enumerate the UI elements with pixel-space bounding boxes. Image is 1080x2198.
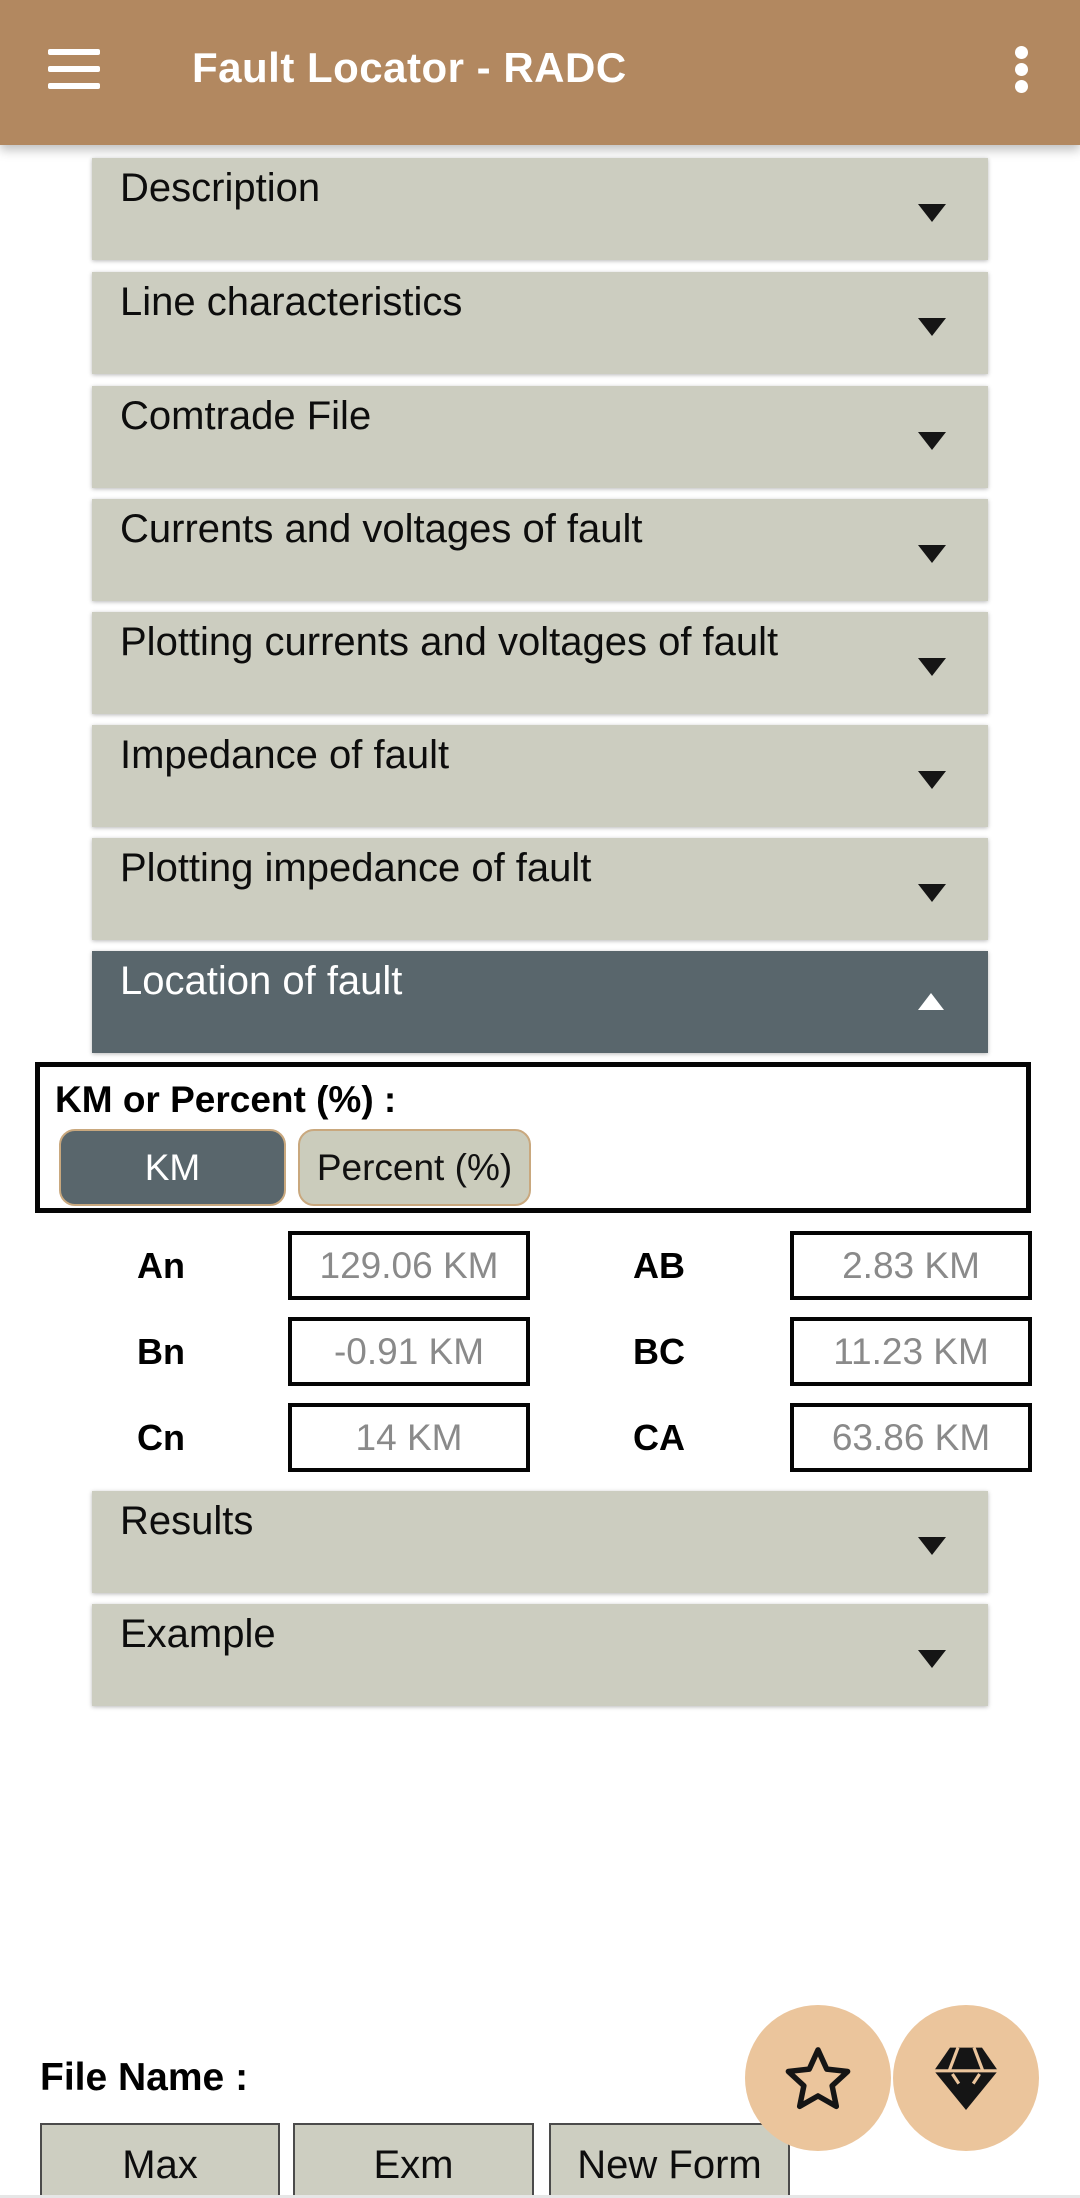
section-label: Plotting currents and voltages of fault	[120, 620, 779, 664]
bc-label: BC	[633, 1331, 685, 1372]
section-label: Currents and voltages of fault	[120, 507, 643, 551]
section-plotting-currents-voltages[interactable]: Plotting currents and voltages of fault	[92, 612, 988, 714]
unit-selector-panel: KM or Percent (%) : KM Percent (%)	[35, 1062, 1031, 1213]
exm-button[interactable]: Exm	[293, 2123, 534, 2198]
hamburger-menu-icon[interactable]	[48, 49, 100, 89]
km-toggle-button[interactable]: KM	[59, 1129, 286, 1206]
chevron-down-icon	[918, 1537, 946, 1555]
section-label: Location of fault	[120, 959, 403, 1003]
max-button[interactable]: Max	[40, 2123, 280, 2198]
chevron-down-icon	[918, 318, 946, 336]
section-impedance[interactable]: Impedance of fault	[92, 725, 988, 827]
ab-label: AB	[633, 1245, 685, 1286]
ca-field[interactable]	[790, 1403, 1032, 1472]
overflow-menu-icon[interactable]	[1013, 46, 1029, 93]
ab-field[interactable]	[790, 1231, 1032, 1300]
favorite-fab[interactable]	[745, 2005, 891, 2151]
percent-toggle-button[interactable]: Percent (%)	[298, 1129, 531, 1206]
field-row: Cn CA	[0, 1403, 1080, 1472]
chevron-down-icon	[918, 884, 946, 902]
screen-bottom-edge	[0, 2195, 1080, 2198]
section-location-of-fault[interactable]: Location of fault	[92, 951, 988, 1053]
section-results[interactable]: Results	[92, 1491, 988, 1593]
an-field[interactable]	[288, 1231, 530, 1300]
chevron-down-icon	[918, 771, 946, 789]
section-description[interactable]: Description	[92, 158, 988, 260]
section-plotting-impedance[interactable]: Plotting impedance of fault	[92, 838, 988, 940]
chevron-down-icon	[918, 658, 946, 676]
section-label: Line characteristics	[120, 280, 463, 324]
premium-fab[interactable]	[893, 2005, 1039, 2151]
bn-field[interactable]	[288, 1317, 530, 1386]
chevron-down-icon	[918, 432, 946, 450]
unit-selector-label: KM or Percent (%) :	[55, 1079, 397, 1120]
app-title: Fault Locator - RADC	[192, 44, 627, 91]
diamond-icon	[934, 2047, 998, 2110]
chevron-up-icon	[918, 993, 944, 1010]
new-form-button[interactable]: New Form	[549, 2123, 790, 2198]
cn-label: Cn	[137, 1417, 185, 1458]
bc-field[interactable]	[790, 1317, 1032, 1386]
section-line-characteristics[interactable]: Line characteristics	[92, 272, 988, 374]
section-label: Comtrade File	[120, 394, 372, 438]
section-currents-voltages[interactable]: Currents and voltages of fault	[92, 499, 988, 601]
section-example[interactable]: Example	[92, 1604, 988, 1706]
section-label: Plotting impedance of fault	[120, 846, 592, 890]
section-label: Description	[120, 166, 321, 210]
an-label: An	[137, 1245, 185, 1286]
ca-label: CA	[633, 1417, 685, 1458]
section-label: Example	[120, 1612, 276, 1656]
bn-label: Bn	[137, 1331, 185, 1372]
field-row: Bn BC	[0, 1317, 1080, 1386]
section-comtrade-file[interactable]: Comtrade File	[92, 386, 988, 488]
section-label: Impedance of fault	[120, 733, 450, 777]
chevron-down-icon	[918, 1650, 946, 1668]
star-icon	[785, 2047, 851, 2110]
section-label: Results	[120, 1499, 254, 1543]
file-name-label: File Name :	[40, 2056, 249, 2099]
chevron-down-icon	[918, 204, 946, 222]
field-row: An AB	[0, 1231, 1080, 1300]
cn-field[interactable]	[288, 1403, 530, 1472]
app-bar: Fault Locator - RADC	[0, 0, 1080, 145]
chevron-down-icon	[918, 545, 946, 563]
